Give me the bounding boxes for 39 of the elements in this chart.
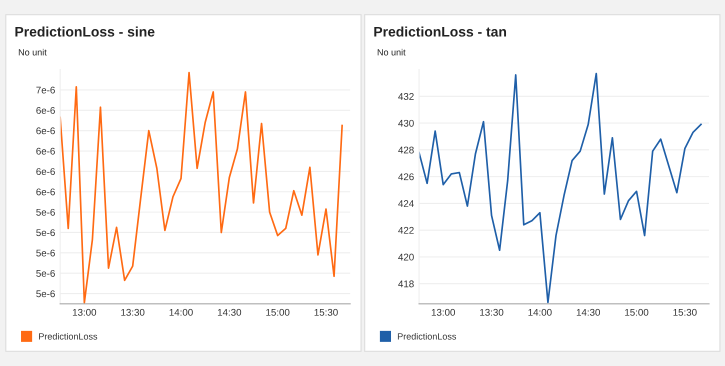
y-tick-label: 5e-6	[36, 250, 55, 256]
x-tick-label: 15:00	[266, 308, 290, 316]
x-tick-label: 13:00	[72, 308, 96, 316]
y-tick-label: 5e-6	[36, 208, 55, 216]
x-tick-label: 14:30	[218, 308, 242, 316]
chart-title: PredictionLoss - sine	[15, 26, 154, 37]
y-tick-label: 5e-6	[36, 290, 55, 298]
y-tick-label: 432	[398, 93, 414, 100]
y-tick-label: 430	[398, 120, 414, 127]
y-tick-label: 7e-6	[36, 86, 55, 94]
legend-label: PredictionLoss	[39, 332, 98, 340]
y-tick-label: 5e-6	[36, 270, 55, 277]
x-tick-label: 15:00	[625, 308, 648, 316]
x-tick-label: 13:30	[480, 308, 504, 316]
y-tick-label: 6e-6	[36, 148, 55, 155]
y-tick-label: 418	[398, 280, 414, 288]
legend-label: PredictionLoss	[398, 332, 456, 340]
y-tick-label: 5e-6	[36, 229, 55, 236]
y-tick-label: 426	[398, 173, 414, 180]
x-tick-label: 15:30	[673, 308, 697, 316]
x-tick-label: 14:00	[528, 308, 552, 316]
x-tick-label: 13:00	[432, 308, 455, 316]
x-tick-label: 13:30	[121, 308, 144, 316]
y-tick-label: 420	[398, 254, 414, 261]
y-tick-label: 6e-6	[36, 188, 55, 196]
y-tick-label: 428	[398, 146, 414, 154]
x-tick-label: 14:30	[576, 308, 600, 316]
y-tick-label: 424	[398, 200, 414, 207]
y-tick-label: 422	[398, 226, 414, 234]
y-tick-label: 6e-6	[36, 168, 55, 175]
y-tick-label: 6e-6	[36, 107, 55, 114]
line-series	[60, 72, 343, 304]
x-tick-label: 14:00	[170, 308, 193, 316]
y-axis-title: No unit	[378, 48, 406, 56]
y-axis-title: No unit	[18, 48, 47, 56]
chart-title: PredictionLoss - tan	[374, 26, 506, 37]
x-tick-label: 15:30	[314, 308, 338, 316]
line-series	[419, 72, 702, 304]
y-tick-label: 6e-6	[36, 127, 55, 134]
